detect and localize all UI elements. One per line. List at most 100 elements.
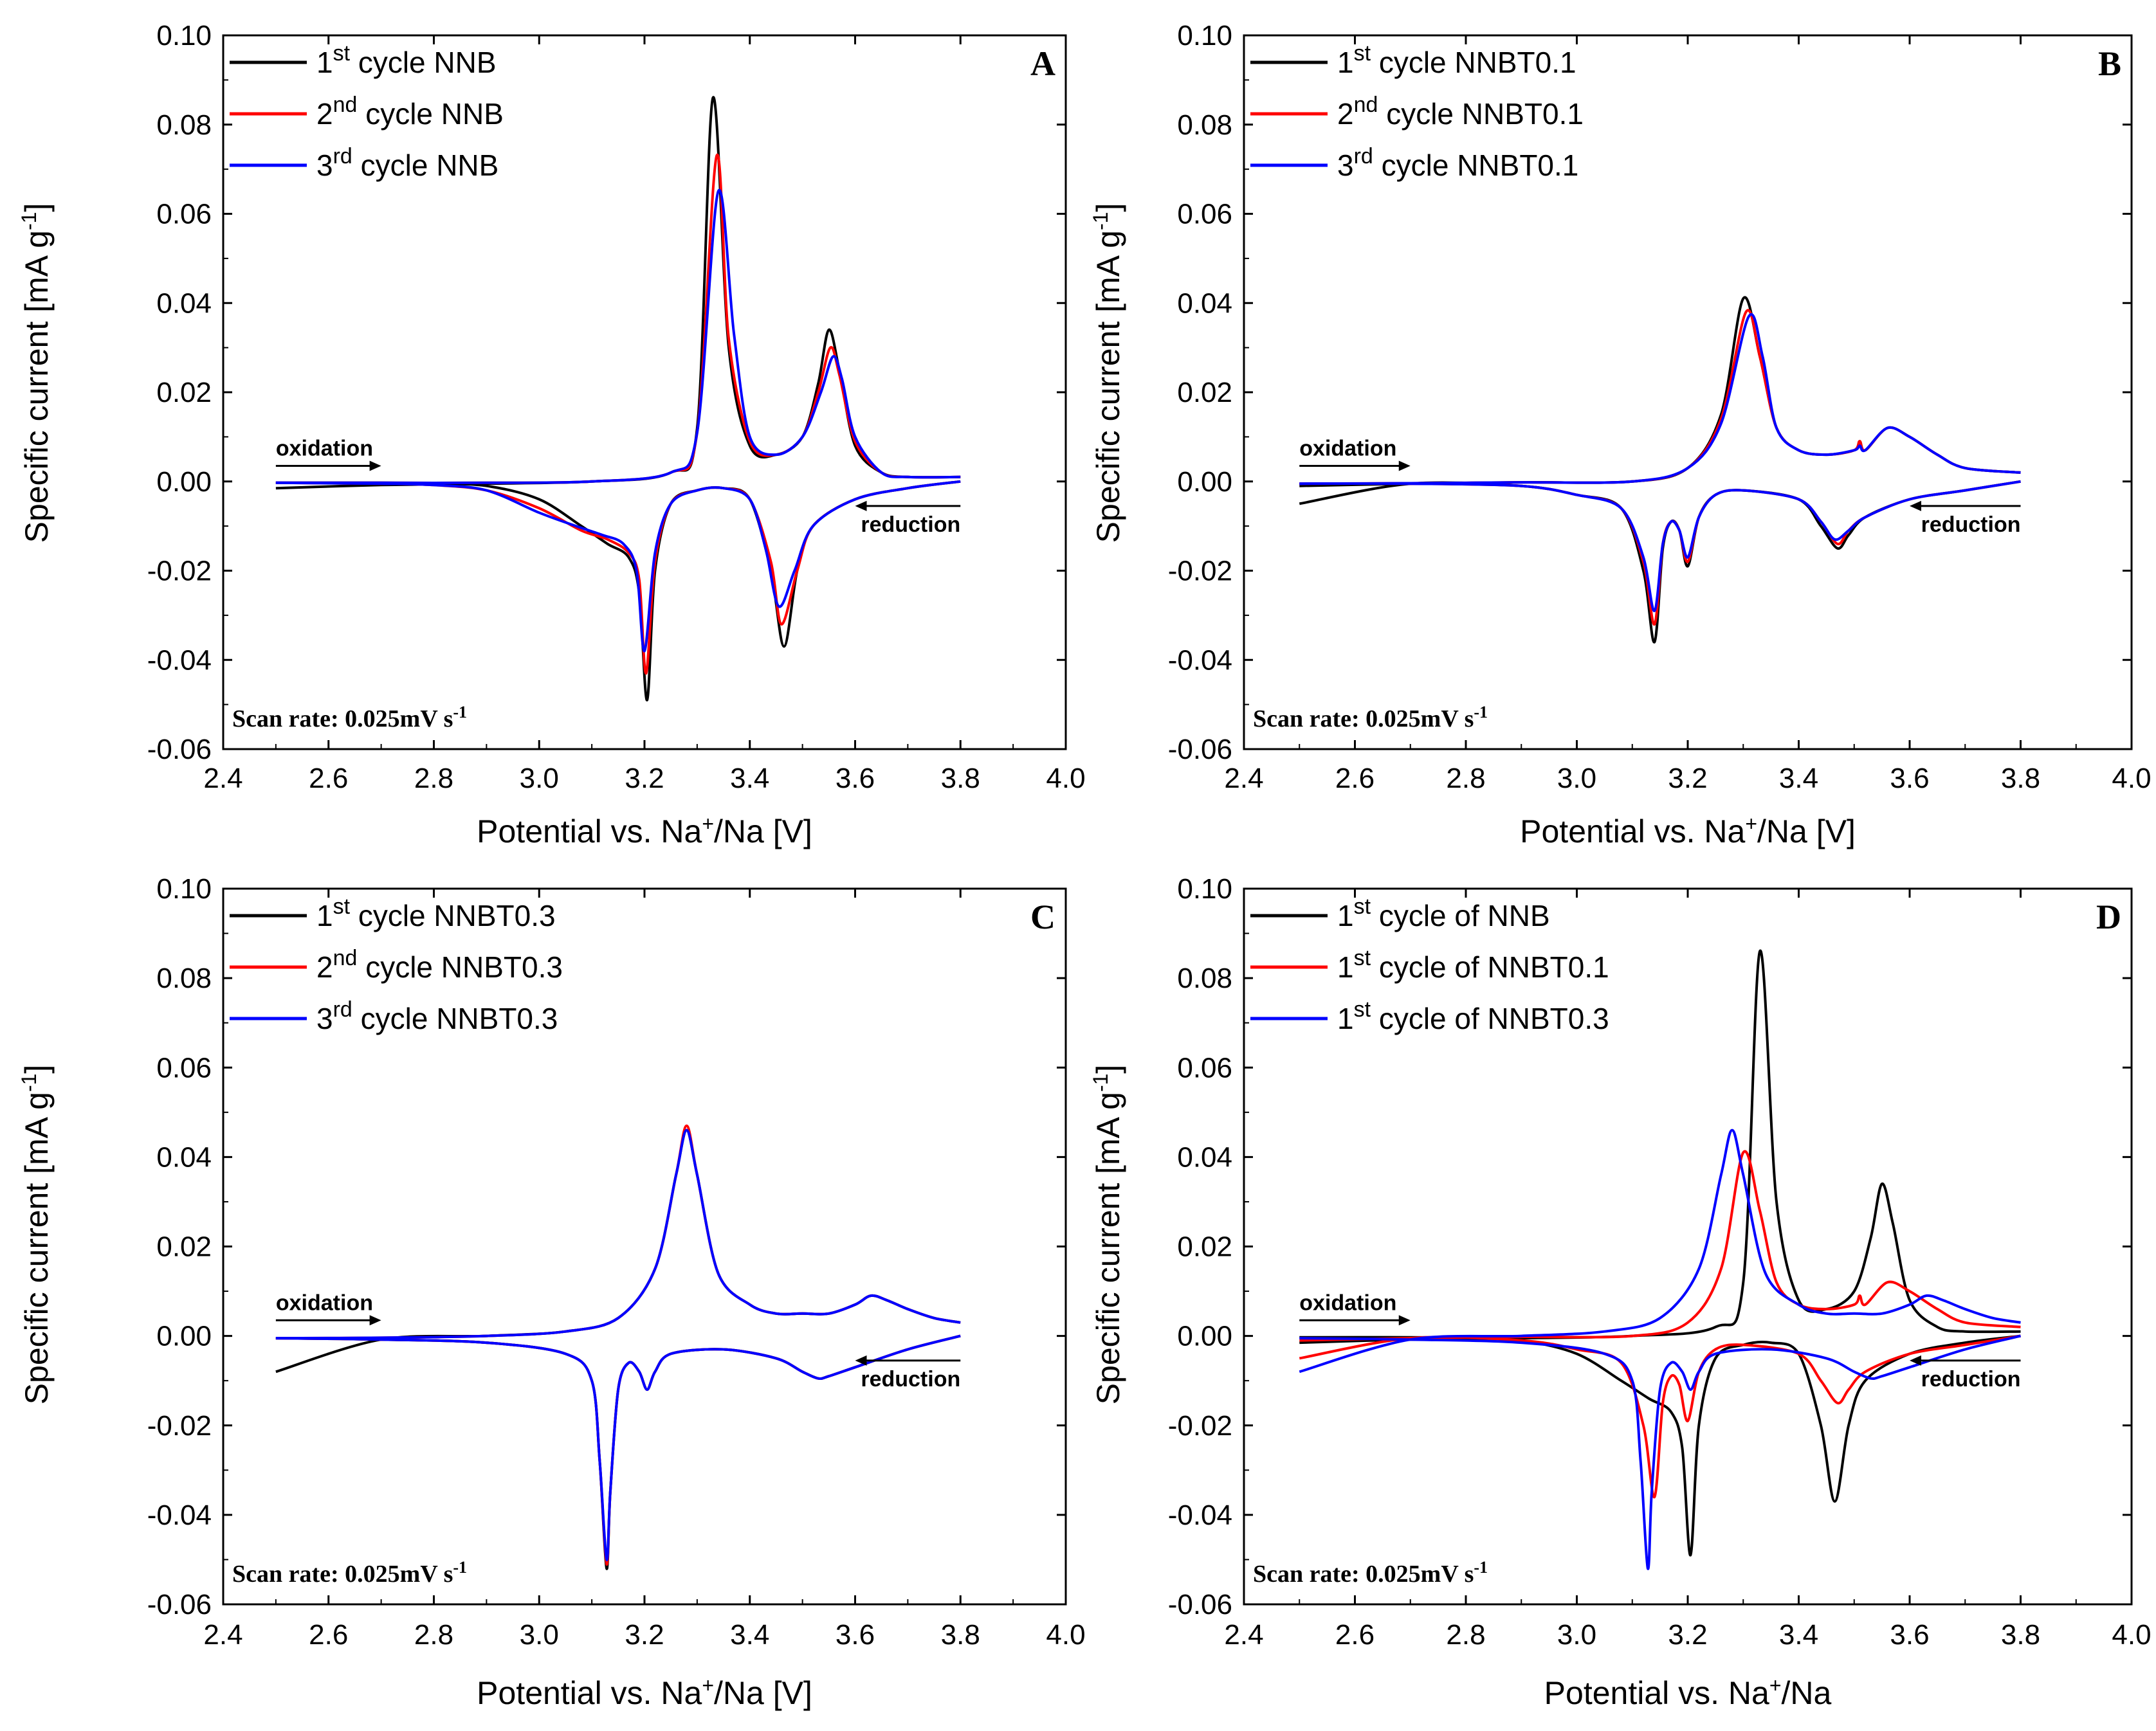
reduction-arrowhead bbox=[855, 1355, 867, 1366]
reduction-label: reduction bbox=[861, 1367, 960, 1391]
y-tick-label: 0.08 bbox=[156, 109, 212, 141]
series-line-reduction bbox=[1299, 480, 2021, 626]
x-tick-label: 3.6 bbox=[1890, 1619, 1929, 1651]
x-tick-label: 4.0 bbox=[2112, 763, 2151, 794]
x-tick-label: 4.0 bbox=[1046, 763, 1085, 794]
series-line-reduction bbox=[275, 480, 961, 675]
series-group bbox=[1299, 949, 2021, 1570]
reduction-arrowhead bbox=[855, 500, 867, 511]
y-tick-label: 0.10 bbox=[1177, 873, 1232, 905]
x-tick-label: 2.8 bbox=[414, 1619, 453, 1651]
x-tick-label: 2.4 bbox=[1224, 1619, 1263, 1651]
y-tick-label: 0.02 bbox=[1177, 377, 1232, 408]
panel-A: 2.4 2.6 2.8 3.0 3.2 3.4 3.6 3.8 4.0 -0.06 -0.04 -0.… bbox=[17, 20, 1086, 849]
series-line-oxidation bbox=[1299, 313, 2021, 485]
x-tick-label: 3.0 bbox=[520, 763, 559, 794]
oxidation-arrowhead bbox=[1398, 1315, 1411, 1326]
x-tick-label: 2.8 bbox=[414, 763, 453, 794]
y-axis-title: Specific current [mA g-1] bbox=[1089, 1065, 1126, 1405]
oxidation-arrowhead bbox=[1398, 460, 1411, 471]
x-tick-label: 2.4 bbox=[203, 1619, 242, 1651]
x-tick-label: 3.8 bbox=[941, 763, 980, 794]
y-tick-label: 0.02 bbox=[1177, 1231, 1232, 1263]
x-tick-label: 3.0 bbox=[1557, 1619, 1596, 1651]
oxidation-label: oxidation bbox=[276, 1291, 373, 1315]
reduction-arrowhead bbox=[1910, 500, 1921, 511]
scan-rate-label: Scan rate: 0.025mV s-1 bbox=[232, 1558, 467, 1588]
panel-D: 2.4 2.6 2.8 3.0 3.2 3.4 3.6 3.8 4.0 -0.06 -0.04 -0.… bbox=[1089, 873, 2151, 1711]
series-group bbox=[1299, 296, 2021, 644]
y-tick-label: -0.06 bbox=[1168, 734, 1232, 765]
series-line-oxidation bbox=[275, 188, 961, 484]
y-tick-label: -0.02 bbox=[1168, 556, 1232, 587]
panel-C: 2.4 2.6 2.8 3.0 3.2 3.4 3.6 3.8 4.0 -0.06 -0.04 -0.… bbox=[17, 873, 1086, 1711]
oxidation-label: oxidation bbox=[1299, 1291, 1396, 1315]
x-tick-label: 3.2 bbox=[625, 763, 664, 794]
y-tick-label: 0.08 bbox=[1177, 963, 1232, 994]
legend-label: 1st cycle NNBT0.3 bbox=[316, 894, 556, 932]
y-tick-label: -0.02 bbox=[147, 1410, 212, 1442]
legend-label: 1st cycle NNBT0.1 bbox=[1337, 41, 1576, 79]
series-line-reduction bbox=[275, 480, 961, 702]
x-tick-label: 3.8 bbox=[2001, 763, 2040, 794]
y-tick-label: 0.00 bbox=[1177, 1321, 1232, 1352]
y-tick-label: 0.06 bbox=[1177, 199, 1232, 230]
y-tick-label: -0.02 bbox=[147, 556, 212, 587]
series-group bbox=[275, 1124, 961, 1570]
plot-frame bbox=[1243, 34, 2133, 750]
x-tick-label: 3.8 bbox=[2001, 1619, 2040, 1651]
reduction-label: reduction bbox=[1921, 1367, 2021, 1391]
x-tick-label: 2.6 bbox=[1335, 763, 1375, 794]
y-tick-label: 0.00 bbox=[1177, 466, 1232, 498]
y-tick-label: -0.04 bbox=[1168, 1500, 1232, 1531]
x-tick-label: 3.4 bbox=[730, 763, 769, 794]
series-line-oxidation bbox=[1299, 1150, 2021, 1342]
x-tick-label: 3.4 bbox=[1779, 1619, 1818, 1651]
y-tick-label: -0.04 bbox=[147, 1500, 212, 1531]
series-line-oxidation bbox=[275, 1124, 961, 1340]
x-tick-label: 3.0 bbox=[1557, 763, 1596, 794]
x-tick-label: 3.6 bbox=[836, 1619, 875, 1651]
x-tick-label: 2.4 bbox=[1224, 763, 1263, 794]
legend-label: 1st cycle of NNBT0.1 bbox=[1337, 946, 1609, 984]
y-tick-label: 0.00 bbox=[156, 466, 212, 498]
panel-letter: A bbox=[1030, 44, 1055, 83]
panel-B: 2.4 2.6 2.8 3.0 3.2 3.4 3.6 3.8 4.0 -0.06 -0.04 -0.… bbox=[1089, 20, 2151, 849]
y-tick-label: -0.06 bbox=[1168, 1589, 1232, 1620]
y-tick-label: -0.04 bbox=[1168, 644, 1232, 676]
x-tick-label: 3.4 bbox=[730, 1619, 769, 1651]
x-tick-label: 2.8 bbox=[1446, 763, 1485, 794]
series-line-reduction bbox=[275, 1334, 961, 1561]
series-line-reduction bbox=[275, 1334, 961, 1566]
x-tick-label: 2.8 bbox=[1446, 1619, 1485, 1651]
x-tick-label: 3.4 bbox=[1779, 763, 1818, 794]
x-tick-label: 4.0 bbox=[1046, 1619, 1085, 1651]
x-tick-label: 3.8 bbox=[941, 1619, 980, 1651]
x-tick-label: 3.6 bbox=[836, 763, 875, 794]
series-group bbox=[275, 96, 961, 702]
legend-label: 2nd cycle NNBT0.1 bbox=[1337, 93, 1584, 131]
panel-letter: C bbox=[1030, 898, 1055, 936]
oxidation-arrowhead bbox=[369, 1315, 381, 1326]
x-tick-label: 2.4 bbox=[203, 763, 242, 794]
y-tick-label: -0.06 bbox=[147, 1589, 212, 1620]
y-tick-label: -0.02 bbox=[1168, 1410, 1232, 1442]
series-line-reduction bbox=[1299, 1334, 2021, 1570]
x-axis-title: Potential vs. Na+/Na [V] bbox=[477, 1674, 812, 1711]
legend-label: 1st cycle of NNB bbox=[1337, 894, 1550, 932]
y-tick-label: 0.10 bbox=[1177, 20, 1232, 51]
x-axis-title: Potential vs. Na+/Na [V] bbox=[1520, 812, 1856, 849]
oxidation-arrowhead bbox=[369, 460, 381, 471]
y-tick-label: 0.08 bbox=[1177, 109, 1232, 141]
series-line-oxidation bbox=[275, 1128, 961, 1340]
legend-label: 2nd cycle NNBT0.3 bbox=[316, 946, 563, 984]
oxidation-label: oxidation bbox=[1299, 436, 1396, 460]
x-tick-label: 2.6 bbox=[309, 1619, 348, 1651]
x-tick-label: 3.2 bbox=[1668, 1619, 1707, 1651]
reduction-label: reduction bbox=[861, 512, 960, 537]
series-line-oxidation bbox=[1299, 296, 2021, 487]
x-tick-label: 4.0 bbox=[2112, 1619, 2151, 1651]
y-tick-label: 0.06 bbox=[156, 1052, 212, 1083]
y-tick-label: 0.04 bbox=[1177, 287, 1232, 319]
series-line-reduction bbox=[275, 480, 961, 653]
